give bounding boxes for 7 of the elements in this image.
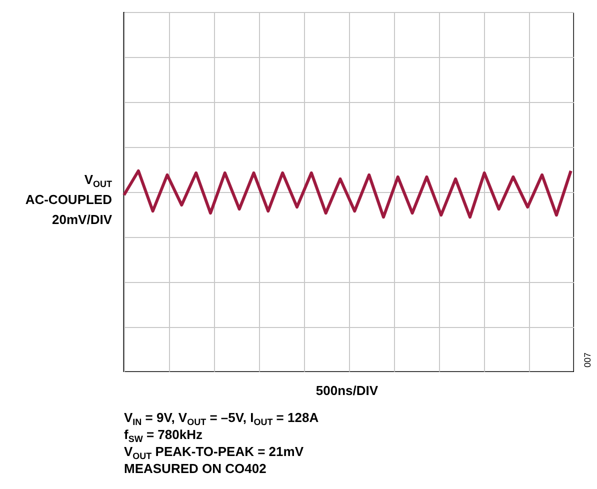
text: 007: [582, 352, 593, 368]
text: 500ns/DIV: [314, 383, 380, 398]
text: V$_{OUT}$ PEAK-TO-PEAK = 21mV: [124, 444, 304, 461]
text: f$_{SW}$ = 780kHz: [124, 427, 202, 444]
text: V$_{IN}$ = 9V, V$_{OUT}$ = –5V, I$_{OUT}$ = 128A: [124, 410, 319, 427]
y-axis-title: V$_{OUT}$ AC-COUPLED 20mV/DIV: [25, 171, 112, 229]
text: MEASURED ON CO402: [124, 461, 266, 476]
